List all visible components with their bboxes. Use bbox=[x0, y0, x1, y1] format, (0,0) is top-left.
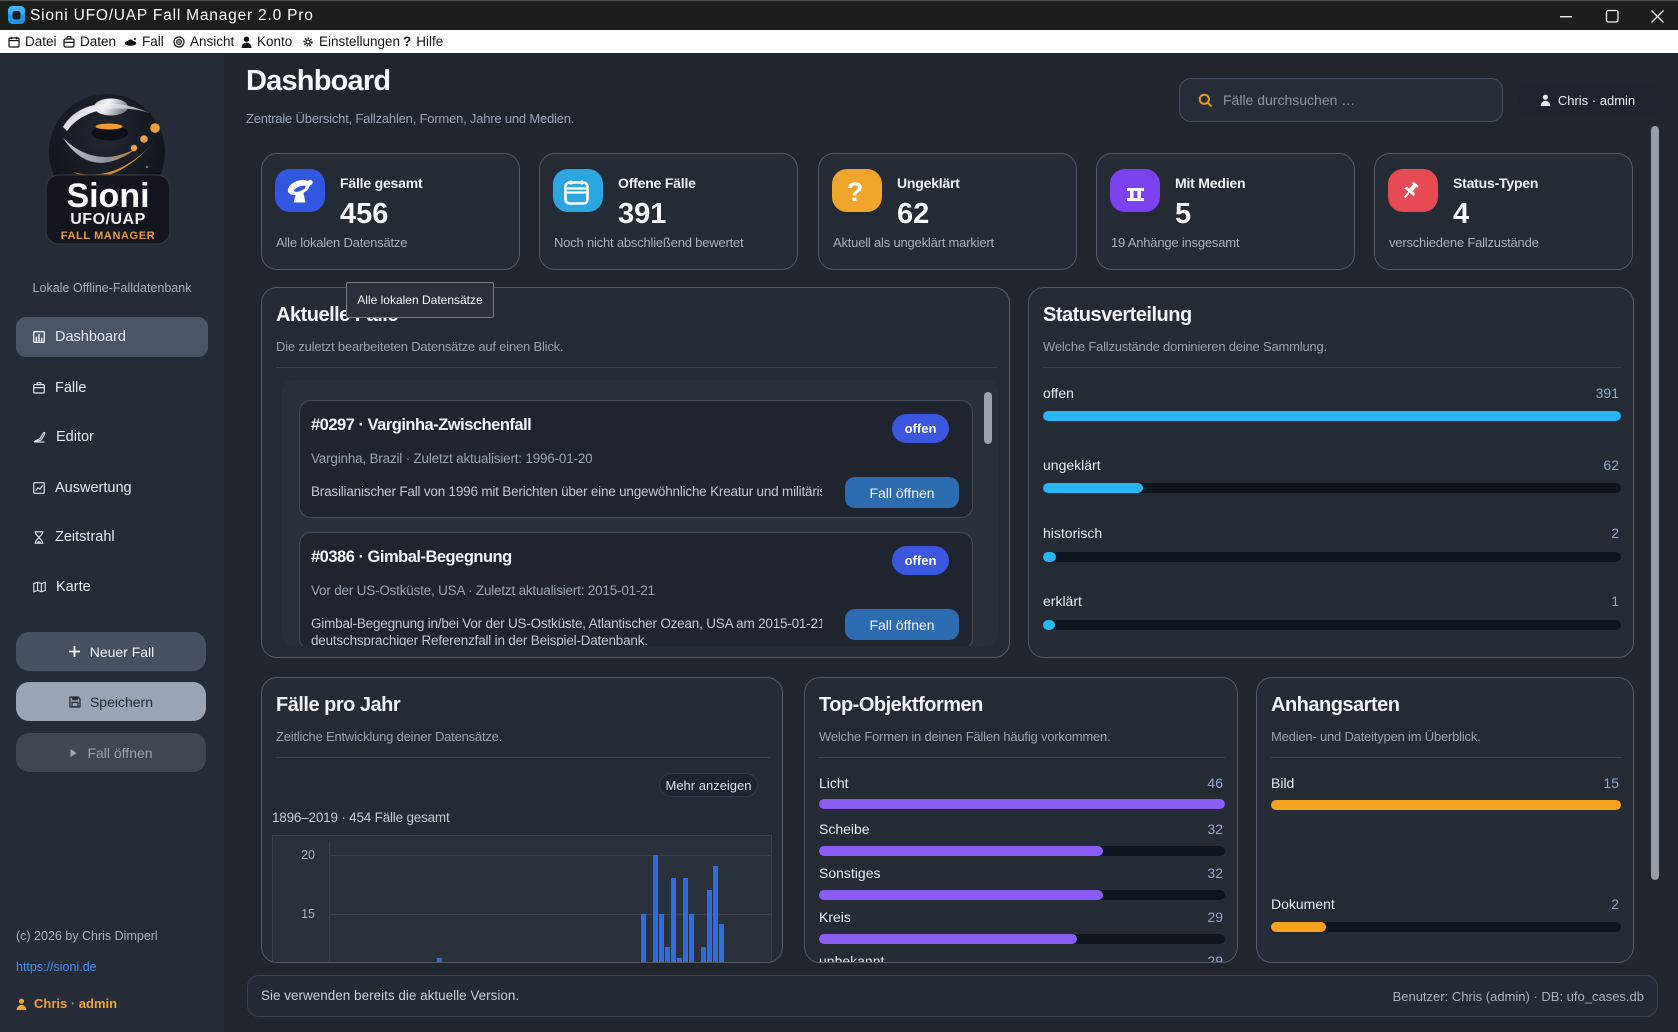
svg-text:Sioni: Sioni bbox=[66, 177, 149, 215]
svg-text:UFO/UAP: UFO/UAP bbox=[70, 211, 146, 228]
svg-text:FALL MANAGER: FALL MANAGER bbox=[61, 230, 155, 242]
